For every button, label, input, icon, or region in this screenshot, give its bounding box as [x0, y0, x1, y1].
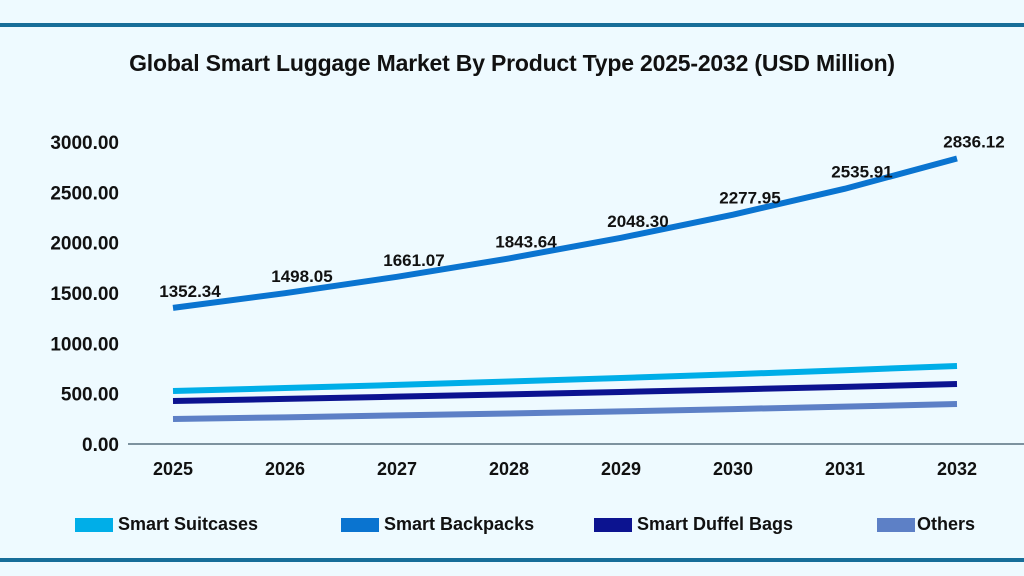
- data-label: 2535.91: [831, 163, 892, 182]
- top-border: [0, 23, 1024, 27]
- x-tick-label: 2030: [713, 459, 753, 479]
- chart-title: Global Smart Luggage Market By Product T…: [129, 50, 895, 76]
- series-line-smart-duffel-bags: [172, 381, 958, 405]
- x-tick-label: 2026: [265, 459, 305, 479]
- y-tick-label: 1000.00: [50, 334, 119, 355]
- legend-label: Smart Suitcases: [118, 514, 259, 534]
- series-line-smart-suitcases: [172, 362, 958, 395]
- data-label: 1498.05: [271, 267, 332, 286]
- y-tick-label: 1500.00: [50, 284, 119, 305]
- y-tick-label: 3000.00: [50, 133, 119, 154]
- legend-swatch: [341, 517, 379, 532]
- legend-label: Smart Backpacks: [384, 514, 535, 534]
- legend-item: Smart Backpacks: [341, 514, 534, 535]
- x-tick-label: 2025: [153, 459, 193, 479]
- data-label: 2048.30: [607, 212, 668, 231]
- x-tick-label: 2027: [377, 459, 417, 479]
- bottom-border: [0, 558, 1024, 562]
- data-label: 1661.07: [383, 251, 444, 270]
- x-tick-label: 2032: [937, 459, 977, 479]
- y-tick-label: 2000.00: [50, 234, 119, 255]
- legend-swatch: [594, 517, 632, 532]
- data-label: 1843.64: [495, 232, 557, 251]
- series-line-others: [172, 401, 958, 423]
- y-tick-label: 2500.00: [50, 183, 119, 204]
- legend-swatch: [75, 517, 113, 532]
- x-tick-label: 2029: [601, 459, 641, 479]
- data-label: 2277.95: [719, 189, 780, 208]
- series-line-smart-backpacks: [172, 155, 958, 311]
- legend-label: Others: [917, 514, 976, 534]
- y-tick-label: 500.00: [61, 385, 119, 406]
- legend-item: Smart Duffel Bags: [594, 514, 793, 535]
- data-label: 2836.12: [943, 132, 1004, 151]
- y-tick-label: 0.00: [82, 435, 119, 456]
- legend-label: Smart Duffel Bags: [637, 514, 794, 534]
- x-tick-label: 2028: [489, 459, 529, 479]
- x-tick-label: 2031: [825, 459, 865, 479]
- data-label: 1352.34: [159, 282, 221, 301]
- legend-swatch: [877, 517, 915, 532]
- legend-item: Smart Suitcases: [75, 514, 258, 535]
- legend-item: Others: [877, 514, 975, 535]
